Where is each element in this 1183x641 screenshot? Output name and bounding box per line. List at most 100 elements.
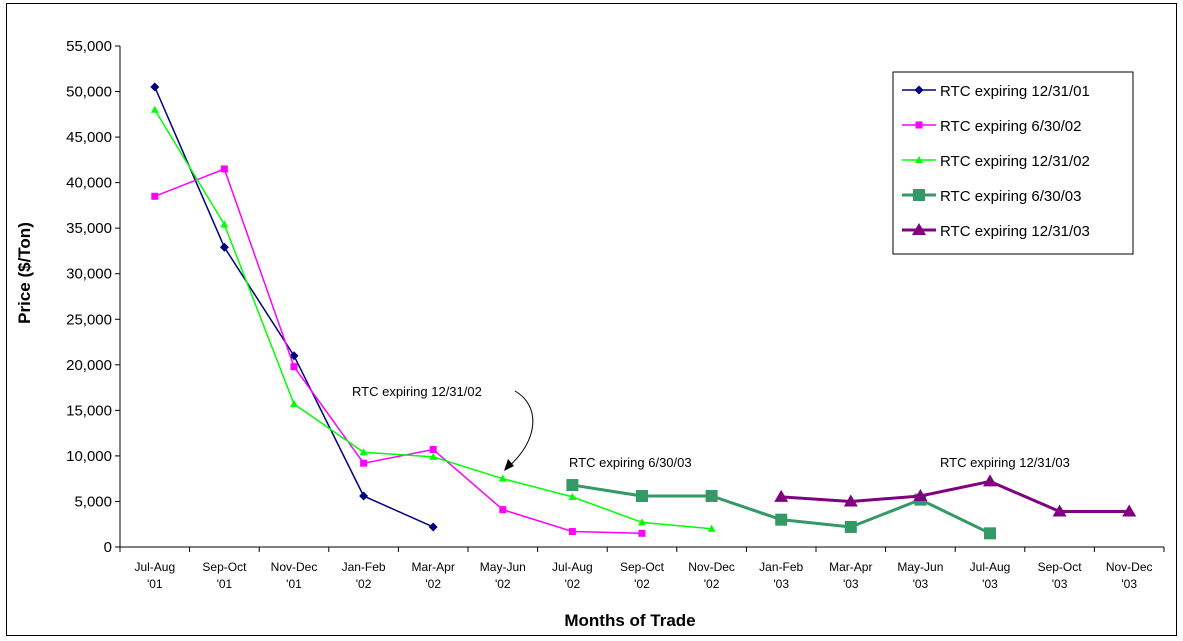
data-point bbox=[219, 242, 229, 252]
data-point bbox=[429, 452, 438, 460]
legend-label: RTC expiring 6/30/02 bbox=[940, 118, 1081, 135]
data-point bbox=[913, 488, 928, 501]
y-tick-label: 20,000 bbox=[66, 357, 112, 374]
data-point bbox=[360, 459, 368, 467]
data-point bbox=[150, 82, 160, 92]
x-tick-label-year: '02 bbox=[356, 577, 372, 591]
data-point bbox=[289, 351, 299, 361]
legend: RTC expiring 12/31/01 RTC expiring 6/30/0… bbox=[892, 71, 1134, 255]
x-tick-label-year: '03 bbox=[1121, 577, 1137, 591]
y-tick-label: 25,000 bbox=[66, 311, 112, 328]
data-point bbox=[568, 528, 576, 536]
y-axis-title: Price ($/Ton) bbox=[15, 222, 34, 324]
x-tick-label-year: '02 bbox=[704, 577, 720, 591]
legend-item: RTC expiring 6/30/02 bbox=[902, 118, 1081, 135]
annotation-label: RTC expiring 6/30/03 bbox=[569, 455, 692, 470]
series-line bbox=[781, 479, 1130, 513]
y-tick-label: 15,000 bbox=[66, 402, 112, 419]
x-tick-label: Mar-Apr bbox=[829, 560, 872, 574]
data-point bbox=[568, 492, 577, 500]
data-point bbox=[220, 220, 229, 228]
x-tick-label-year: '01 bbox=[217, 577, 233, 591]
y-tick-label: 45,000 bbox=[66, 129, 112, 146]
data-point bbox=[290, 363, 298, 371]
x-tick-label-year: '03 bbox=[982, 577, 998, 591]
y-tick-label: 35,000 bbox=[66, 220, 112, 237]
data-point bbox=[984, 527, 996, 540]
annotation-arrow bbox=[506, 390, 534, 469]
data-point bbox=[638, 529, 646, 537]
legend-item: RTC expiring 12/31/01 bbox=[902, 83, 1090, 100]
data-point bbox=[912, 223, 926, 235]
legend-label: RTC expiring 12/31/01 bbox=[940, 83, 1090, 100]
y-tick-label: 50,000 bbox=[66, 84, 112, 101]
series-4 bbox=[566, 479, 996, 540]
y-tick-label: 0 bbox=[104, 539, 112, 556]
data-point bbox=[705, 489, 718, 502]
x-tick-label: Sep-Oct bbox=[1038, 560, 1083, 574]
x-tick-label: Jan-Feb bbox=[759, 560, 803, 574]
legend-label: RTC expiring 12/31/02 bbox=[940, 153, 1090, 170]
x-tick-label-year: '01 bbox=[147, 577, 163, 591]
data-point bbox=[1052, 504, 1067, 517]
x-tick-label: Sep-Oct bbox=[202, 560, 247, 574]
x-tick-label: May-Jun bbox=[480, 560, 526, 574]
x-tick-label-year: '01 bbox=[286, 577, 302, 591]
data-point bbox=[844, 520, 857, 533]
data-point bbox=[220, 165, 228, 173]
x-tick-label: Jul-Aug bbox=[134, 560, 175, 574]
x-tick-label-year: '03 bbox=[773, 577, 789, 591]
data-point bbox=[774, 489, 789, 502]
legend-label: RTC expiring 12/31/03 bbox=[940, 223, 1090, 240]
y-tick-label: 30,000 bbox=[66, 266, 112, 283]
data-point bbox=[498, 474, 507, 482]
data-point bbox=[428, 522, 438, 532]
x-tick-label-year: '03 bbox=[913, 577, 929, 591]
data-point bbox=[499, 506, 507, 514]
x-tick-label: Mar-Apr bbox=[412, 560, 455, 574]
data-point bbox=[983, 474, 997, 487]
data-point bbox=[150, 105, 159, 113]
data-point bbox=[429, 446, 437, 454]
x-tick-label: Sep-Oct bbox=[620, 560, 665, 574]
annotations: RTC expiring 12/31/02 RTC expiring 6/30/0… bbox=[352, 384, 1070, 471]
x-tick-label: May-Jun bbox=[897, 560, 943, 574]
series-line bbox=[154, 86, 434, 528]
series-layer bbox=[150, 82, 1137, 540]
y-tick-label: 55,000 bbox=[66, 38, 112, 55]
data-point bbox=[151, 192, 159, 200]
data-point bbox=[1122, 504, 1137, 517]
data-point bbox=[566, 479, 579, 492]
data-point bbox=[359, 448, 368, 456]
x-axis-title: Months of Trade bbox=[564, 611, 695, 630]
series-line bbox=[154, 167, 643, 535]
series-2 bbox=[151, 165, 646, 537]
annotation-label: RTC expiring 12/31/03 bbox=[940, 455, 1070, 470]
data-point bbox=[915, 121, 923, 129]
legend-item: RTC expiring 12/31/02 bbox=[902, 153, 1090, 170]
annotation-arrowhead bbox=[504, 459, 514, 471]
data-point bbox=[843, 494, 858, 507]
legend-box bbox=[892, 71, 1134, 255]
legend-item: RTC expiring 6/30/03 bbox=[902, 188, 1081, 205]
data-point bbox=[290, 399, 298, 407]
x-tick-label-year: '02 bbox=[565, 577, 581, 591]
y-tick-label: 40,000 bbox=[66, 175, 112, 192]
y-tick-label: 10,000 bbox=[66, 448, 112, 465]
x-tick-label: Jul-Aug bbox=[552, 560, 593, 574]
x-tick-label: Nov-Dec bbox=[1106, 560, 1153, 574]
data-point bbox=[707, 524, 716, 532]
x-tick-label-year: '02 bbox=[495, 577, 511, 591]
series-1 bbox=[150, 82, 438, 532]
axes: 0 5,000 10,000 15,000 20,000 25,000 30,000 35,0… bbox=[66, 38, 1165, 591]
annotation-label: RTC expiring 12/31/02 bbox=[352, 384, 482, 399]
series-5 bbox=[774, 474, 1137, 517]
x-tick-label: Nov-Dec bbox=[271, 560, 318, 574]
data-point bbox=[913, 189, 925, 201]
x-tick-label: Jan-Feb bbox=[342, 560, 386, 574]
x-tick-label-year: '03 bbox=[843, 577, 859, 591]
legend-item: RTC expiring 12/31/03 bbox=[902, 223, 1090, 240]
data-point bbox=[775, 513, 788, 526]
x-tick-label-year: '03 bbox=[1052, 577, 1068, 591]
